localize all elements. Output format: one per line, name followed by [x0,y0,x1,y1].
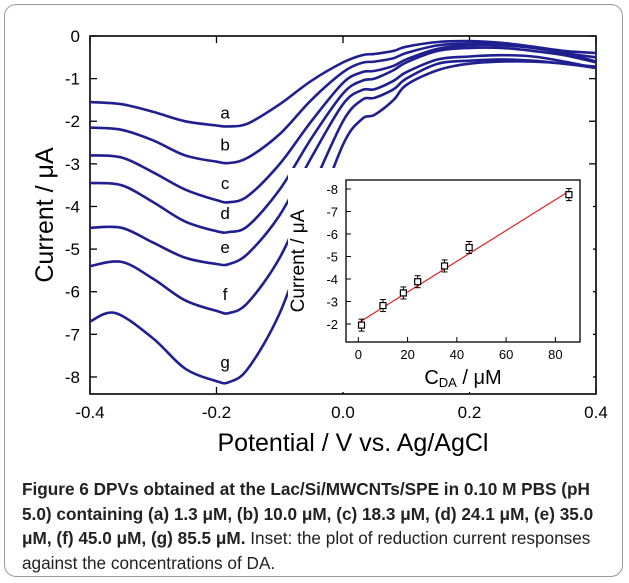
curve-label-f: f [223,285,228,304]
series-group [90,39,596,385]
curve-label-a: a [220,104,230,123]
inset-y-tick-label: -2 [326,317,338,332]
inset-x-tick-label: 80 [548,347,562,362]
data-point [565,191,573,199]
inset-y-tick-label: -7 [326,205,338,220]
series-line-f [90,58,596,315]
inset-y-tick-label: -5 [326,250,338,265]
inset-x-tick-label: 40 [450,347,464,362]
caption-text: Inset: the plot of reduction current res… [22,528,591,573]
x-axis-label: Potential / V vs. Ag/AgCl [218,429,489,457]
data-point [379,301,387,310]
x-tick-label: 0.0 [331,403,355,422]
x-tick-label: -0.2 [202,403,231,422]
curve-label-d: d [220,204,229,223]
inset-y-tick-label: -4 [326,272,338,287]
x-tick-label: -0.4 [75,403,104,422]
series-line-e [90,53,596,267]
y-tick-label: -6 [65,283,80,302]
y-tick-label: -2 [65,112,80,131]
data-point [357,321,366,329]
y-tick-label: -5 [65,240,80,259]
x-tick-label: 0.4 [584,403,608,422]
inset-plot: 0 20 40 60 80 -2 -3 -4 -5 -6 -7 -8 CDA / μM Current /… [288,168,593,392]
y-tick-label: -3 [65,155,80,174]
inset-x-axis-label: CDA / μM [424,367,501,390]
y-tick-label: -7 [65,325,80,344]
curve-label-b: b [220,136,229,155]
inset-x-tick-label: 60 [499,347,513,362]
inset-y-tick-label: -3 [326,295,338,310]
data-point [440,262,449,270]
curve-label-e: e [220,238,229,257]
curve-label-g: g [220,353,229,372]
caption-label: Figure 6 [22,479,89,499]
caption-bold: DPVs obtained at the Lac/Si/MWCNTs/SPE i… [22,479,594,548]
series-line-c [90,43,596,204]
chart-area: -0.4 -0.2 0.0 0.2 0.4 0 -1 -2 -3 -4 -5 -6 -7 -8 Potent… [31,27,608,457]
y-tick-label: -8 [65,368,80,387]
y-tick-label: -4 [65,197,80,216]
inset-y-tick-label: -6 [326,227,338,242]
x-tick-label: 0.2 [458,403,482,422]
main-plot: -0.4 -0.2 0.0 0.2 0.4 0 -1 -2 -3 -4 -5 -6 -7 -8 Potent… [31,27,608,457]
inset-y-tick-label: -8 [326,182,338,197]
inset-frame [345,179,581,343]
y-tick-label: -1 [65,70,80,89]
data-point [465,243,473,252]
data-point [414,278,422,286]
series-line-g [90,60,596,385]
data-point [399,289,407,297]
y-axis-label: Current / μA [31,147,59,283]
inset-x-tick-label: 0 [355,347,362,362]
figure-caption: Figure 6 DPVs obtained at the Lac/Si/MWC… [22,477,612,575]
y-tick-label: 0 [71,27,80,46]
curve-label-c: c [221,174,230,193]
inset-background [288,168,593,392]
inset-y-axis-label: Current / μA [288,209,309,312]
fit-line [357,190,570,324]
inset-x-tick-label: 20 [400,347,414,362]
series-line-d [90,46,596,234]
series-line-a [90,39,596,128]
